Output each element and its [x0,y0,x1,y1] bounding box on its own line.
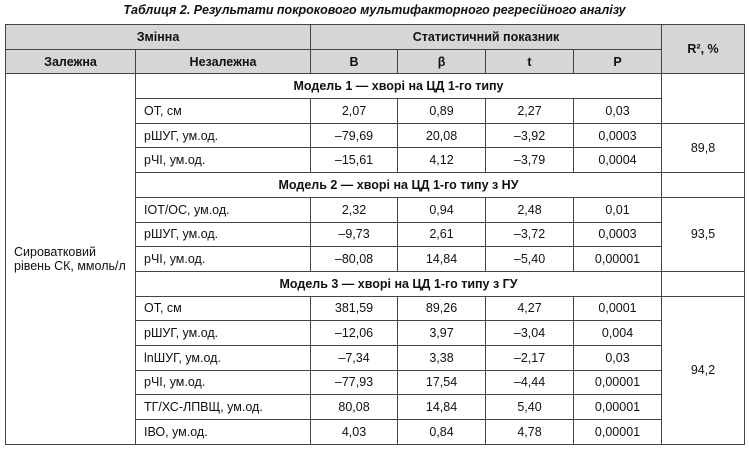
table-cell: 20,08 [397,122,487,149]
table-cell: –12,06 [310,320,399,346]
table-cell: 3,38 [397,344,487,371]
table-cell: 3,97 [397,320,487,346]
table-row: рШУГ, ум.од. –12,06 3,97 –3,04 0,004 [6,320,745,346]
table-cell: 14,84 [397,246,487,272]
table-row: рЧІ, ум.од. –15,61 4,12 –3,79 0,0004 [6,147,745,174]
table-cell: –9,73 [310,221,399,248]
table-cell [661,172,746,198]
table-cell: 2,27 [485,98,575,124]
table-row: рШУГ, ум.од. –9,73 2,61 –3,72 0,0003 [6,221,745,248]
table-cell: рШУГ, ум.од. [134,122,312,149]
table-cell: –3,92 [485,122,575,149]
table-cell: R², % [661,23,746,75]
table-cell: –3,79 [485,147,575,174]
table-cell: рЧІ, ум.од. [134,246,312,272]
table-cell: ТГ/ХС-ЛПВЩ, ум.од. [134,394,312,420]
table-cell: 0,89 [397,98,487,124]
table-cell: 0,84 [397,419,487,445]
table-cell: 4,03 [310,419,399,445]
table-cell: –77,93 [310,369,399,396]
table-cell: рЧІ, ум.од. [134,369,312,396]
table-cell: 2,07 [310,98,399,124]
table-cell: Модель 3 — хворі на ЦД 1-го типу з ГУ [134,270,663,297]
table-cell [661,270,746,297]
table-cell: 2,32 [310,196,399,223]
table-cell: 0,00001 [573,419,663,445]
table-cell: 2,61 [397,221,487,248]
table-row: Змінна Статистичний показник R², % [4,23,746,75]
table-cell: 0,0003 [573,122,663,149]
table-cell: 5,40 [485,394,575,420]
table-cell: –4,44 [485,369,575,396]
table-cell: ІВО, ум.од. [134,419,312,445]
table-cell: Модель 1 — хворі на ЦД 1-го типу [134,73,663,100]
table-cell [661,73,746,124]
table-cell: 14,84 [397,394,487,420]
table-cell: 4,12 [397,147,487,174]
table-row: рЧІ, ум.од. –80,08 14,84 –5,40 0,00001 [6,246,745,272]
table-cell: 17,54 [397,369,487,396]
table-row: lnШУГ, ум.од. –7,34 3,38 –2,17 0,03 [6,344,745,371]
table-cell: 93,5 [661,196,746,272]
table-cell: 0,0004 [573,147,663,174]
table-cell: 89,8 [661,122,746,174]
table-cell: 89,26 [397,295,487,322]
table-row: Модель 3 — хворі на ЦД 1-го типу з ГУ [6,270,746,297]
table-cell: 0,0001 [573,295,663,322]
table-cell: Змінна [4,24,312,50]
table-cell: 0,03 [573,98,663,124]
table-cell: 4,78 [485,419,575,445]
table-cell: –2,17 [485,344,575,371]
table-row: Сироватковий рівень СК, ммоль/л Модель 1 … [5,73,746,445]
table-cell: –5,40 [485,246,575,272]
table-cell: ОТ, см [134,295,312,322]
table-row: ІВО, ум.од. 4,03 0,84 4,78 0,00001 [6,419,745,445]
table-row: Модель 2 — хворі на ЦД 1-го типу з НУ [6,172,746,198]
table-cell: 0,03 [573,344,663,371]
table-cell: 80,08 [310,394,399,420]
table-cell: Залежна [5,48,136,75]
table-row: рШУГ, ум.од. –79,69 20,08 –3,92 0,0003 89,8 [6,122,746,174]
table-cell: ІОТ/ОС, ум.од. [134,196,312,223]
table: Змінна Статистичний показник R², % Залежна Н… [4,23,746,445]
table-cell: рШУГ, ум.од. [134,221,312,248]
table-cell: t [485,48,575,75]
table-cell: B [310,48,399,75]
table-cell: –79,69 [310,122,399,149]
table-cell: β [397,48,487,75]
table-cell: Незалежна [134,48,312,75]
table-row: ТГ/ХС-ЛПВЩ, ум.од. 80,08 14,84 5,40 0,00001 [6,394,745,420]
table-cell: 0,0003 [573,221,663,248]
table-title: Таблиця 2. Результати покрокового мульти… [123,3,626,17]
table-cell: ОТ, см [134,98,312,124]
table-cell: –3,72 [485,221,575,248]
table-cell: –15,61 [310,147,399,174]
table-cell: –3,04 [485,320,575,346]
table-cell: Сироватковий рівень СК, ммоль/л [5,73,136,445]
table-cell: –80,08 [310,246,399,272]
table-cell: 0,00001 [573,369,663,396]
table-cell: 381,59 [310,295,399,322]
table-cell: –7,34 [310,344,399,371]
table-cell: 0,00001 [573,394,663,420]
table-cell: 4,27 [485,295,575,322]
table-cell: рШУГ, ум.од. [134,320,312,346]
table-row: ОТ, см 2,07 0,89 2,27 0,03 [6,98,745,124]
table-cell: 2,48 [485,196,575,223]
table-cell: рЧІ, ум.од. [134,147,312,174]
table-cell: 94,2 [661,295,746,445]
table-row: рЧІ, ум.од. –77,93 17,54 –4,44 0,00001 [6,369,745,396]
table-cell: Статистичний показник [310,24,663,50]
table-cell: 0,01 [573,196,663,223]
table-cell: 0,00001 [573,246,663,272]
table-cell: 0,94 [397,196,487,223]
table-cell: P [573,48,663,75]
table-cell: 0,004 [573,320,663,346]
table-cell: Модель 2 — хворі на ЦД 1-го типу з НУ [134,172,663,198]
table-cell: lnШУГ, ум.од. [134,344,312,371]
